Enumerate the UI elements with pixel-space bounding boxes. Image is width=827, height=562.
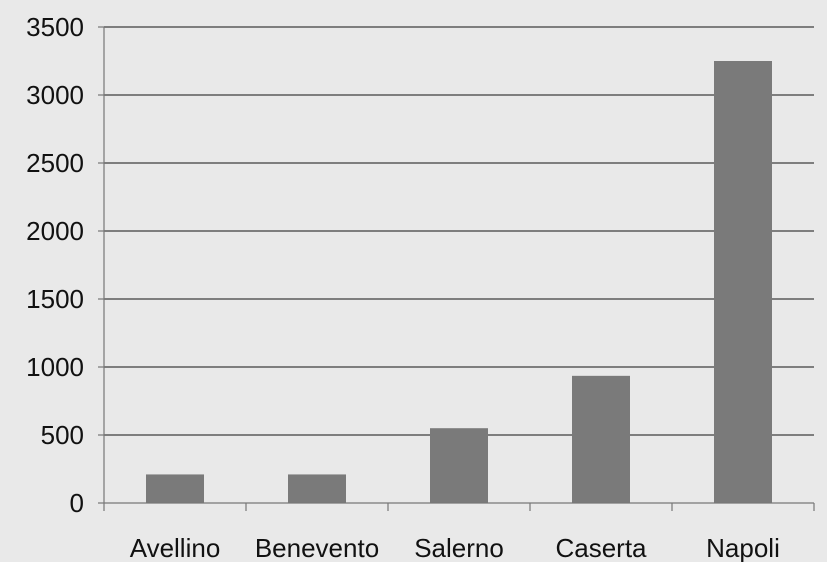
bar-caserta	[572, 375, 630, 503]
x-tick-label: Napoli	[706, 533, 780, 562]
y-tick-label: 1500	[26, 284, 84, 314]
bar-napoli	[714, 61, 772, 503]
bar-benevento	[288, 474, 346, 503]
x-tick-label: Benevento	[255, 533, 379, 562]
axes	[98, 26, 815, 511]
y-tick-label: 3500	[26, 12, 84, 42]
y-tick-label: 2500	[26, 148, 84, 178]
y-tick-label: 0	[70, 488, 84, 518]
bar-avellino	[146, 474, 204, 503]
gridlines	[104, 26, 814, 436]
y-tick-label: 500	[41, 420, 84, 450]
y-tick-label: 3000	[26, 80, 84, 110]
x-tick-label: Salerno	[414, 533, 504, 562]
x-tick-label: Caserta	[555, 533, 647, 562]
y-tick-label: 1000	[26, 352, 84, 382]
y-tick-labels: 0 500 1000 1500 2000 2500 3000 3500	[26, 12, 84, 518]
x-tick-labels: Avellino Benevento Salerno Caserta Napoli	[130, 533, 780, 562]
y-tick-label: 2000	[26, 216, 84, 246]
bars	[146, 61, 772, 503]
x-tick-label: Avellino	[130, 533, 221, 562]
bar-salerno	[430, 428, 488, 503]
